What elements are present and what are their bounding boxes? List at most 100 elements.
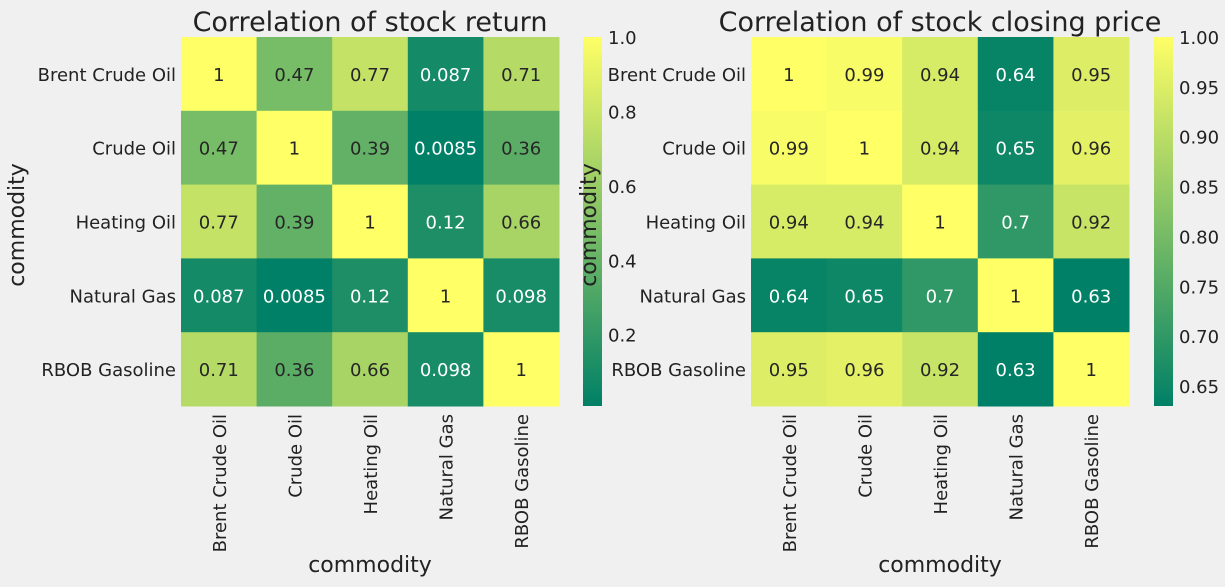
heatmap-cell	[181, 37, 258, 112]
heatmap-cell	[1053, 258, 1130, 333]
cell-label: 0.95	[769, 360, 809, 381]
cell-label: 1	[859, 139, 870, 160]
cell-label: 1	[213, 65, 224, 86]
heatmap-cell	[256, 37, 333, 112]
colorbar-tick-label: 0.80	[1179, 227, 1219, 248]
y-tick-labels: Brent Crude Oil Crude Oil Heating Oil Na…	[608, 65, 746, 381]
heatmap-cell	[751, 332, 828, 407]
cell-label: 0.098	[495, 286, 547, 307]
chart-title: Correlation of stock return	[193, 7, 548, 38]
y-tick-label: Heating Oil	[646, 213, 746, 234]
heatmap-cell	[256, 258, 333, 333]
cell-label: 0.39	[274, 213, 314, 234]
y-tick-label: Brent Crude Oil	[38, 65, 176, 86]
heatmap-cell	[407, 184, 484, 259]
x-axis-label: commodity	[878, 553, 1002, 578]
y-tick-labels: Brent Crude Oil Crude Oil Heating Oil Na…	[38, 65, 176, 381]
heatmap-cell	[332, 110, 409, 186]
heatmap-cell	[977, 258, 1054, 333]
cell-label: 1	[1010, 286, 1021, 307]
x-tick-label: Heating Oil	[931, 414, 952, 514]
cell-label: 0.66	[350, 360, 390, 381]
x-tick-label: Brent Crude Oil	[210, 414, 231, 552]
heatmap-cell	[181, 110, 258, 186]
cell-label: 0.63	[996, 360, 1036, 381]
cell-label: 0.77	[350, 65, 390, 86]
colorbar-tick-label: 0.8	[608, 102, 637, 123]
colorbar-tick-label: 0.4	[608, 251, 637, 272]
heatmap-cell	[332, 184, 409, 259]
heatmap-cell	[902, 258, 979, 333]
cell-label: 0.99	[844, 65, 884, 86]
colorbar-tick-label: 0.90	[1179, 128, 1219, 149]
cell-label: 1	[783, 65, 794, 86]
heatmap-cell	[332, 332, 409, 407]
cell-label: 0.77	[199, 213, 239, 234]
cell-label: 0.94	[920, 65, 960, 86]
heatmap-cell	[826, 184, 903, 259]
cell-label: 1	[934, 213, 945, 234]
cell-label: 1	[515, 360, 526, 381]
colorbar-tick-label: 0.65	[1179, 377, 1219, 398]
heatmap-cell	[483, 332, 560, 407]
heatmap-cell	[751, 184, 828, 259]
y-tick-label: RBOB Gasoline	[611, 360, 746, 381]
heatmap-cell	[902, 110, 979, 186]
cell-label: 0.12	[426, 213, 466, 234]
y-tick-label: Brent Crude Oil	[608, 65, 746, 86]
x-axis-label: commodity	[308, 553, 432, 578]
heatmap-cell	[332, 258, 409, 333]
heatmap-cell	[902, 37, 979, 112]
colorbar-tick-label: 0.2	[608, 326, 637, 347]
heatmap-cell	[751, 258, 828, 333]
cell-label: 1	[1085, 360, 1096, 381]
x-tick-label: Crude Oil	[285, 414, 306, 498]
y-axis-label: commodity	[577, 163, 602, 287]
x-tick-label: Crude Oil	[855, 414, 876, 498]
cell-label: 0.92	[920, 360, 960, 381]
x-tick-label: RBOB Gasoline	[1082, 414, 1103, 549]
heatmap-cell	[751, 37, 828, 112]
x-tick-label: Brent Crude Oil	[780, 414, 801, 552]
heatmap-cell	[483, 110, 560, 186]
heatmap-cell	[407, 110, 484, 186]
heatmap-cell	[826, 258, 903, 333]
heatmap-cell	[826, 110, 903, 186]
heatmap-cell	[902, 332, 979, 407]
cell-label: 0.098	[420, 360, 472, 381]
cell-label: 0.95	[1071, 65, 1111, 86]
y-tick-label: Heating Oil	[76, 213, 176, 234]
heatmap-cell	[1053, 110, 1130, 186]
heatmap-cell	[902, 184, 979, 259]
cell-label: 0.64	[769, 286, 809, 307]
cell-label: 0.65	[996, 139, 1036, 160]
cell-label: 0.66	[501, 213, 541, 234]
cell-label: 0.087	[193, 286, 245, 307]
heatmap-panel-return: Correlation of stock return 1 0.47 0.77 …	[5, 7, 637, 578]
x-tick-label: RBOB Gasoline	[512, 414, 533, 549]
colorbar-tick-label: 1.0	[608, 28, 637, 49]
heatmap-cell	[407, 258, 484, 333]
heatmap-cell	[181, 332, 258, 407]
y-tick-label: RBOB Gasoline	[41, 360, 176, 381]
heatmap-cell	[256, 332, 333, 407]
heatmap-cell	[977, 332, 1054, 407]
colorbar-ticks: 0.65 0.70 0.75 0.80 0.85 0.90 0.95 1.00	[1179, 28, 1219, 398]
heatmap-cell	[1053, 37, 1130, 112]
heatmap-cell	[256, 110, 333, 186]
x-tick-label: Natural Gas	[437, 414, 458, 520]
heatmap-cell-labels: 1 0.47 0.77 0.087 0.71 0.47 1 0.39 0.008…	[193, 65, 547, 381]
cell-label: 0.36	[501, 139, 541, 160]
y-tick-label: Natural Gas	[640, 286, 746, 307]
cell-label: 0.94	[769, 213, 809, 234]
y-axis-label: commodity	[5, 163, 30, 287]
heatmap-cell	[483, 258, 560, 333]
colorbar-tick-label: 0.75	[1179, 277, 1219, 298]
cell-label: 0.0085	[414, 139, 477, 160]
heatmap-cell	[1053, 184, 1130, 259]
colorbar-tick-label: 0.95	[1179, 78, 1219, 99]
cell-label: 0.92	[1071, 213, 1111, 234]
cell-label: 1	[364, 213, 375, 234]
cell-label: 0.7	[926, 286, 955, 307]
cell-label: 0.64	[996, 65, 1036, 86]
